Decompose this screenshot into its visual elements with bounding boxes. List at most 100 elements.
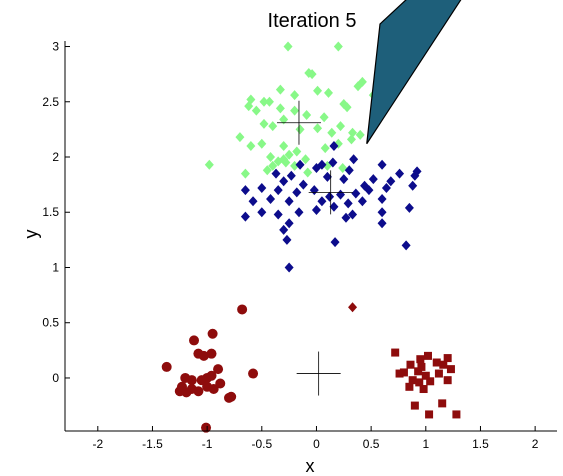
data-point <box>432 358 441 367</box>
data-point <box>408 376 417 385</box>
data-point <box>201 422 212 433</box>
data-point <box>377 207 387 218</box>
data-point <box>271 168 281 179</box>
data-point <box>259 96 269 107</box>
data-point <box>395 369 404 378</box>
data-point <box>386 176 396 187</box>
data-point <box>329 201 339 212</box>
data-point <box>327 127 337 138</box>
data-point <box>240 211 250 222</box>
series-0 <box>204 41 378 179</box>
y-tick-label: 1.5 <box>42 205 59 219</box>
data-point <box>353 81 363 92</box>
data-point <box>412 166 422 177</box>
x-tick-label: 2 <box>532 437 539 451</box>
data-point <box>266 193 276 204</box>
x-axis-label: x <box>306 456 315 476</box>
data-point <box>275 103 285 114</box>
data-point <box>279 176 289 187</box>
series-2 <box>348 302 358 313</box>
data-point <box>419 385 428 394</box>
data-point <box>198 350 209 361</box>
data-point <box>290 105 300 116</box>
data-point <box>284 218 294 229</box>
data-point <box>307 69 317 80</box>
y-tick-label: 2.5 <box>42 95 59 109</box>
data-point <box>325 191 335 202</box>
x-tick-label: 0.5 <box>363 437 380 451</box>
data-point <box>395 168 405 179</box>
data-point <box>282 234 292 245</box>
callout-shape <box>366 0 462 145</box>
data-point <box>303 167 313 178</box>
data-point <box>317 196 327 207</box>
data-point <box>292 146 302 157</box>
data-point <box>204 159 214 170</box>
data-point <box>426 377 435 386</box>
data-point <box>346 134 356 145</box>
data-point <box>244 101 254 112</box>
x-tick-label: 0 <box>313 437 320 451</box>
data-point <box>401 240 411 251</box>
axes: -2 -1.5 -1 -0.5 0 0.5 1 1.5 2 0 0.5 1 1.5 2 2.5 3 <box>42 40 557 451</box>
data-point <box>313 85 323 96</box>
y-axis-label: y <box>21 230 41 239</box>
data-point <box>189 335 200 346</box>
data-point <box>251 105 261 116</box>
data-point <box>295 124 305 135</box>
data-point <box>294 207 304 218</box>
data-point <box>329 140 339 151</box>
data-point <box>355 129 365 140</box>
data-point <box>322 171 332 182</box>
data-point <box>348 209 358 220</box>
data-point <box>341 212 351 223</box>
data-point <box>425 410 434 419</box>
data-point <box>408 180 418 191</box>
data-point <box>364 185 374 196</box>
y-tick-label: 3 <box>52 40 59 54</box>
data-point <box>235 132 245 143</box>
data-point <box>443 376 452 385</box>
data-point <box>309 185 319 196</box>
data-point <box>286 170 296 181</box>
series-4 <box>391 348 461 419</box>
data-point <box>273 185 283 196</box>
data-point <box>410 401 419 410</box>
data-point <box>273 209 283 220</box>
data-point <box>279 224 289 235</box>
data-point <box>213 364 224 375</box>
data-point <box>405 382 414 391</box>
data-point <box>452 410 461 419</box>
data-point <box>248 196 258 207</box>
data-point <box>423 351 432 360</box>
data-point <box>302 110 312 121</box>
data-point <box>266 152 276 163</box>
data-point <box>319 112 329 123</box>
data-point <box>391 348 400 357</box>
data-point <box>275 84 285 95</box>
data-point <box>268 121 278 132</box>
x-tick-label: 1.5 <box>472 437 489 451</box>
data-point <box>283 41 293 52</box>
data-point <box>333 41 343 52</box>
data-point <box>257 182 267 193</box>
data-point <box>246 140 256 151</box>
data-point <box>279 114 289 125</box>
data-point <box>284 262 294 273</box>
data-point <box>439 360 448 369</box>
data-point <box>292 187 302 198</box>
data-point <box>330 237 340 248</box>
data-point <box>438 399 447 408</box>
y-tick-label: 2 <box>52 150 59 164</box>
data-point <box>248 368 259 379</box>
data-point <box>311 205 321 216</box>
data-point <box>226 391 237 402</box>
y-tick-label: 0.5 <box>42 316 59 330</box>
plot-marks <box>161 41 461 433</box>
data-point <box>181 387 192 398</box>
data-point <box>279 154 289 165</box>
data-point <box>206 370 217 381</box>
data-point <box>443 354 452 363</box>
series-3 <box>161 304 259 433</box>
data-point <box>215 378 226 389</box>
